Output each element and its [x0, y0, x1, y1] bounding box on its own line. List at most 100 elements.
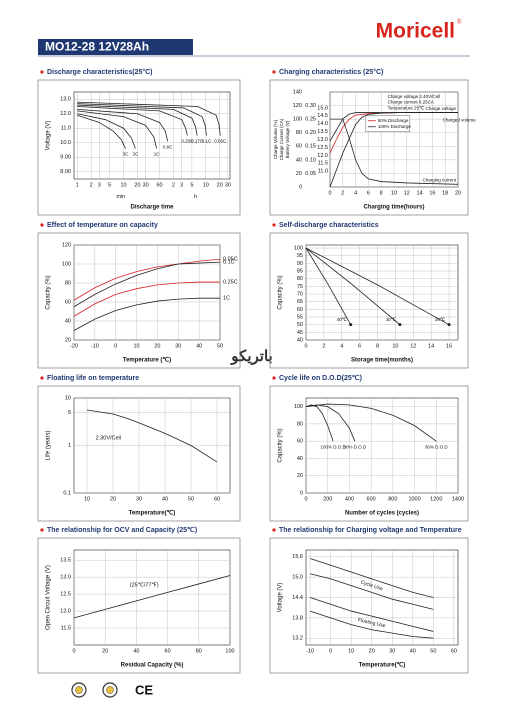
y2-tick-label: 12.5: [317, 145, 328, 151]
axis-label: Capacity (%): [46, 275, 52, 309]
y2-tick-label: 11.5: [318, 161, 328, 167]
y3-tick-label: 0.25: [305, 117, 316, 123]
title-bullet: [40, 223, 44, 227]
y2-tick-label: 12.0: [317, 153, 328, 159]
x-tick-label: 50: [217, 343, 223, 349]
x-tick-label: 6: [358, 343, 361, 349]
y-tick-label: 60: [296, 144, 302, 150]
y-tick-label: 100: [62, 261, 71, 267]
y3-tick-label: 0.05: [305, 171, 316, 177]
x-tick-label: 0: [304, 496, 307, 502]
series-label: 1C: [154, 152, 161, 157]
series-label: 0.25C: [181, 139, 194, 144]
x-tick-label: 40: [162, 496, 168, 502]
x-tick-label: 0: [329, 648, 332, 654]
title-bullet: [272, 70, 276, 74]
y-tick-label: 40: [297, 337, 303, 343]
series-line: [309, 597, 434, 632]
series-line: [310, 573, 434, 610]
series-line: [73, 575, 231, 619]
x-tick-label: 20: [455, 190, 461, 196]
cert-icon: [75, 686, 83, 694]
x-tick-label: 2: [90, 182, 93, 188]
title-bullet: [272, 376, 276, 380]
axis-label: Charge Volume (%): [273, 119, 278, 159]
series-line: [77, 113, 136, 149]
x-tick-label: 40: [410, 648, 416, 654]
x-tick-label: 20: [110, 496, 116, 502]
series-label: 1C: [223, 296, 230, 302]
ce-mark: CE: [135, 682, 153, 697]
y-tick-label: 100: [294, 246, 303, 252]
x-axis-label: Discharge time: [130, 205, 174, 211]
x-tick-label: 0: [328, 190, 331, 196]
legend-label: 100% Discharge: [378, 124, 412, 129]
x-tick-label: 800: [388, 496, 397, 502]
y3-tick-label: 0.30: [305, 103, 316, 109]
y2-tick-label: 11.0: [318, 169, 328, 175]
x-tick-label: 10: [348, 648, 354, 654]
x-tick-label: 3: [98, 182, 101, 188]
series-line: [77, 101, 221, 136]
series-label: 0.6C: [163, 144, 173, 149]
x-axis-label: Temperature(℃): [359, 662, 406, 669]
y-tick-label: 80: [297, 276, 303, 282]
series-label: Charge voltage: [425, 106, 456, 111]
x-tick-label: 10: [120, 182, 126, 188]
series-line: [73, 297, 220, 331]
annotation: Temperature 25℃: [388, 105, 426, 110]
axis-label: Capacity (%): [278, 428, 284, 462]
series-line: [73, 261, 221, 308]
y-tick-label: 13.2: [292, 636, 303, 642]
series-line: [309, 558, 434, 598]
panel: [37, 537, 241, 674]
x-tick-label: 60: [156, 182, 162, 188]
annotation: Charge voltage 2.40V/Cell: [388, 94, 441, 99]
title-bullet: [40, 376, 44, 380]
series-line: [77, 106, 188, 136]
x-tick-label: 2: [341, 190, 344, 196]
series-label: 50% D.O.D: [343, 444, 367, 449]
y-tick-label: 100: [294, 404, 303, 410]
y-tick-label: 1: [68, 443, 71, 449]
x-tick-label: 20: [369, 648, 375, 654]
y-tick-label: 10: [65, 395, 71, 401]
title-bullet: [272, 528, 276, 532]
y-tick-label: 40: [297, 456, 303, 462]
y-tick-label: 13.0: [60, 575, 71, 581]
y-tick-label: 13.5: [60, 558, 71, 564]
x-tick-label: 60: [165, 648, 171, 654]
series-line: [73, 281, 220, 317]
x-tick-label: 16: [429, 190, 435, 196]
panel: [269, 79, 469, 216]
y-tick-label: 14.4: [292, 595, 303, 601]
end-marker: [447, 323, 451, 327]
x-tick-label: 50: [188, 496, 194, 502]
chart-title: Self-discharge characteristics: [279, 222, 379, 229]
annotation: Charge current 0.25CA: [388, 100, 434, 105]
y-tick-label: 80: [65, 280, 71, 286]
x-tick-label: 0: [304, 343, 307, 349]
x-tick-label: -20: [70, 343, 78, 349]
series-line: [86, 409, 218, 463]
y-tick-label: 75: [297, 284, 303, 290]
series-line: [305, 247, 352, 325]
chart-title: Cycle life on D.O.D(25℃): [279, 374, 362, 382]
series-line: [305, 404, 334, 442]
series-line: [77, 109, 169, 142]
y-tick-label: 13.8: [292, 615, 303, 621]
x-tick-label: 200: [323, 496, 332, 502]
series-label: Charging current: [422, 177, 456, 182]
y-tick-label: 120: [62, 242, 71, 248]
x-tick-label: 12: [404, 190, 410, 196]
y-tick-label: 15.6: [292, 554, 303, 560]
x-axis-label: Temperature (℃): [123, 357, 171, 364]
axis-label: Capacity (%): [278, 275, 284, 309]
watermark: باتریکو: [230, 348, 272, 365]
series-line: [73, 258, 221, 301]
x-tick-label: 5: [190, 182, 193, 188]
y-tick-label: 60: [297, 439, 303, 445]
x-tick-label: 12: [410, 343, 416, 349]
plot-area: [73, 244, 221, 341]
cert-icon: [102, 682, 118, 698]
